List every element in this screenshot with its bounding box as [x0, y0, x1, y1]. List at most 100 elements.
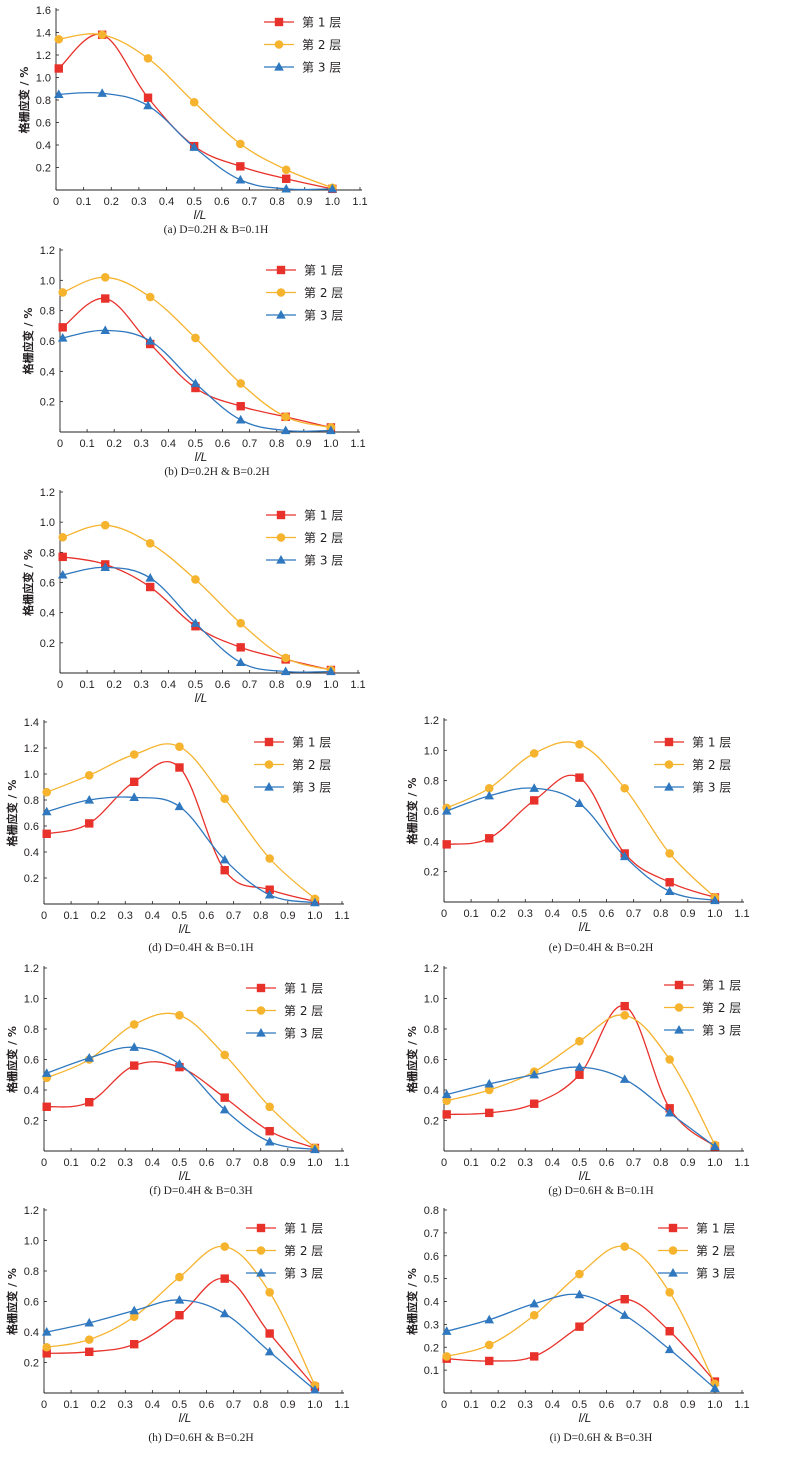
- legend-marker: [664, 760, 674, 769]
- legend-item: 第 3 层: [664, 1024, 741, 1038]
- x-tick-label: 1.0: [325, 196, 340, 208]
- legend-label: 第 3 层: [696, 1267, 735, 1281]
- y-axis-title: 格栅应变 / %: [5, 1268, 19, 1335]
- y-tick-label: 1.0: [24, 769, 39, 781]
- legend-label: 第 2 层: [292, 758, 331, 772]
- legend-label: 第 1 层: [304, 509, 343, 523]
- legend: 第 1 层第 2 层第 3 层: [658, 1222, 735, 1281]
- x-tick-label: 0.9: [296, 679, 311, 691]
- y-tick-label: 0.5: [424, 1274, 439, 1286]
- x-tick-label: 0.1: [63, 1399, 78, 1411]
- x-tick-label: 1.1: [334, 910, 349, 922]
- data-point: [530, 1352, 539, 1361]
- y-axis-title: 格栅应变 / %: [21, 549, 35, 616]
- data-point: [143, 93, 153, 102]
- data-point: [265, 1329, 274, 1338]
- x-tick-label: 0.4: [161, 679, 176, 691]
- y-tick-label: 1.2: [36, 50, 51, 62]
- x-tick-label: 0.1: [79, 679, 94, 691]
- y-tick-label: 0.4: [424, 1297, 439, 1309]
- series-1: [42, 1061, 320, 1153]
- chart-panel-g: 0 0.1 0.2 0.3 0.4 0.5 0.6 0.7 0.8 0.9 1.0 1.1 0.2 0.4…: [398, 958, 796, 1203]
- x-tick-label: 0.9: [280, 1399, 295, 1411]
- legend-marker: [276, 533, 286, 542]
- y-tick-label: 1.0: [424, 994, 439, 1006]
- data-point: [235, 414, 246, 424]
- x-tick-label: 0.6: [199, 1399, 214, 1411]
- x-tick-label: 0.6: [599, 1157, 614, 1169]
- series-3: [41, 1042, 320, 1154]
- x-tick-label: 0.7: [242, 679, 257, 691]
- data-point: [441, 1089, 452, 1099]
- legend-item: 第 3 层: [264, 61, 341, 75]
- y-tick-label: 0.4: [36, 140, 51, 152]
- legend-label: 第 2 层: [692, 758, 731, 772]
- legend-item: 第 2 层: [658, 1244, 735, 1258]
- legend-item: 第 1 层: [658, 1222, 735, 1236]
- data-point: [280, 425, 291, 435]
- y-tick-label: 0.8: [424, 776, 439, 788]
- y-tick-label: 0.2: [24, 873, 39, 885]
- y-tick-label: 1.2: [424, 715, 439, 727]
- x-tick-label: 1.0: [707, 1157, 722, 1169]
- y-tick-label: 0.4: [424, 1085, 439, 1097]
- data-point: [327, 183, 338, 193]
- data-point: [575, 739, 584, 749]
- x-tick-label: 0.5: [172, 1399, 187, 1411]
- data-point: [145, 292, 155, 302]
- x-tick-label: 0.7: [242, 196, 257, 208]
- x-tick-label: 0.1: [463, 1399, 478, 1411]
- data-point: [191, 575, 200, 584]
- series-2: [58, 273, 336, 432]
- y-tick-label: 0.7: [424, 1228, 439, 1240]
- legend-marker: [276, 265, 286, 275]
- x-tick-label: 0: [41, 1399, 47, 1411]
- data-point: [529, 749, 539, 758]
- legend-marker: [256, 1268, 266, 1277]
- legend-label: 第 3 层: [284, 1267, 323, 1281]
- series-2: [58, 520, 336, 675]
- data-point: [41, 1068, 52, 1077]
- series-3: [41, 1294, 320, 1394]
- data-point: [174, 1059, 185, 1068]
- series-3: [441, 783, 720, 905]
- chart-caption: (d) D=0.4H & B=0.1H: [148, 942, 253, 954]
- x-axis-title: l/L: [179, 922, 192, 936]
- data-point: [145, 572, 156, 582]
- legend-item: 第 1 层: [664, 979, 741, 993]
- data-point: [84, 771, 94, 780]
- data-point: [175, 1311, 184, 1320]
- x-tick-label: 0.5: [572, 1157, 587, 1169]
- data-point: [530, 796, 539, 805]
- data-point: [220, 1242, 229, 1251]
- data-point: [665, 849, 674, 858]
- data-point: [665, 878, 674, 887]
- y-tick-label: 0.1: [424, 1365, 439, 1377]
- data-point: [143, 54, 153, 63]
- chart-panel-a: 0 0.1 0.2 0.3 0.4 0.5 0.6 0.7 0.8 0.9 1.0 1.1 0.2 0.4…: [0, 0, 390, 242]
- x-tick-label: 0.7: [226, 1399, 241, 1411]
- y-tick-label: 1.2: [24, 963, 39, 975]
- y-tick-label: 0.4: [24, 1085, 39, 1097]
- series-1: [58, 552, 336, 675]
- x-tick-label: 0.8: [269, 438, 284, 450]
- data-point: [441, 806, 452, 815]
- x-tick-label: 0: [441, 1157, 447, 1169]
- legend-label: 第 3 层: [702, 1024, 741, 1038]
- series-line: [446, 1298, 716, 1382]
- x-tick-label: 0.4: [545, 908, 560, 920]
- data-point: [575, 1070, 584, 1079]
- axes: 0 0.1 0.2 0.3 0.4 0.5 0.6 0.7 0.8 0.9 1.0 1.1 0.2 0.4…: [40, 245, 366, 450]
- y-tick-label: 0.4: [40, 366, 55, 378]
- x-tick-label: 1.0: [307, 1157, 322, 1169]
- x-tick-label: 0.7: [226, 1157, 241, 1169]
- data-point: [143, 100, 153, 110]
- legend-marker: [274, 62, 284, 71]
- x-tick-label: 0.6: [214, 196, 229, 208]
- data-point: [529, 1298, 540, 1308]
- y-tick-label: 0.2: [424, 867, 439, 879]
- series-2: [42, 742, 320, 904]
- x-tick-label: 0.1: [463, 1157, 478, 1169]
- data-point: [665, 1327, 674, 1336]
- legend-item: 第 3 层: [254, 781, 331, 795]
